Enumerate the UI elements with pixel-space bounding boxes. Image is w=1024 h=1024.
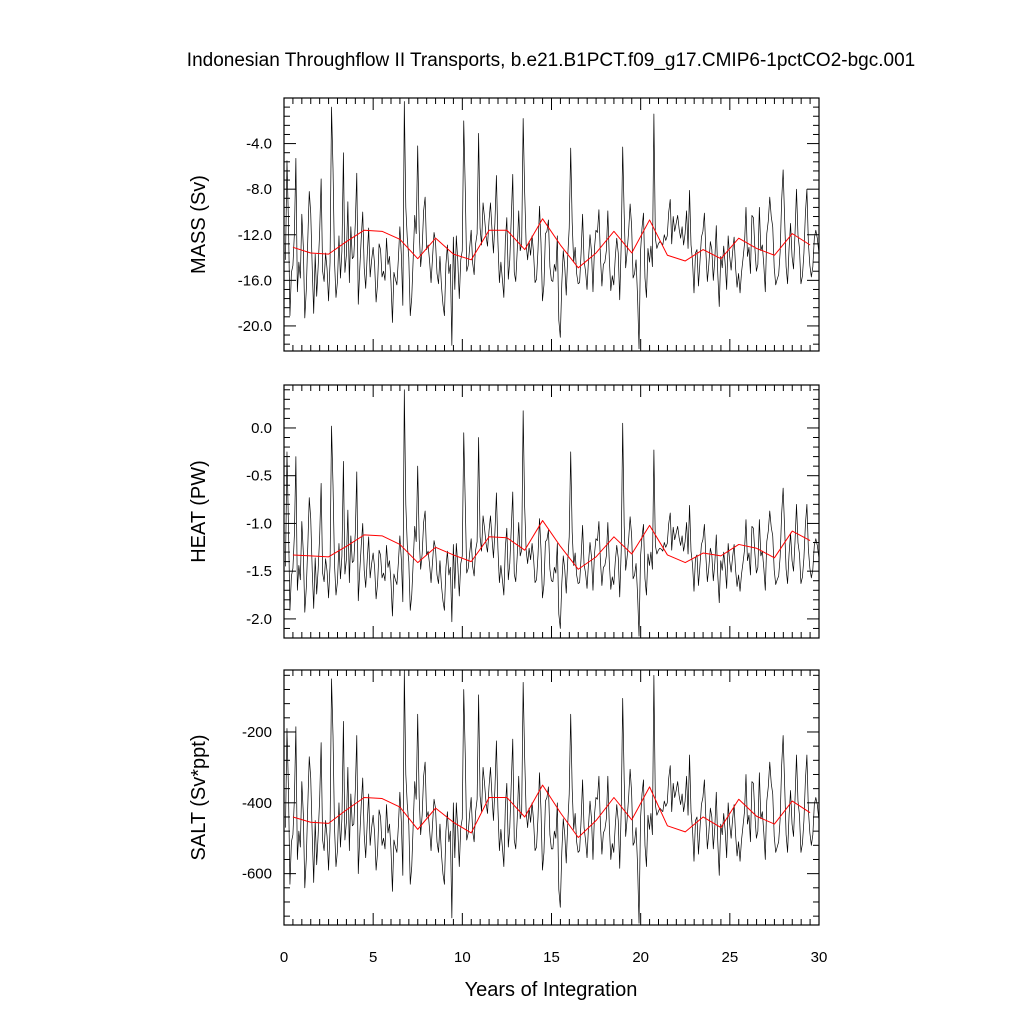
y-tick-label: 0.0 xyxy=(251,420,272,437)
y-tick-label: -2.0 xyxy=(246,611,272,628)
y-tick-label: -1.5 xyxy=(246,563,272,580)
y-tick-label: -12.0 xyxy=(238,227,272,244)
y-tick-label: -0.5 xyxy=(246,468,272,485)
y-axis-label: SALT (Sv*ppt) xyxy=(188,735,210,861)
y-tick-label: -400 xyxy=(242,795,272,812)
panel-1: -20.0 -16.0 -12.0 -8.0 -4.0 MASS (Sv) xyxy=(188,97,820,352)
series-line-annual-mean xyxy=(292,784,811,839)
x-axis-label: Years of Integration xyxy=(465,979,638,1001)
y-tick-label: -4.0 xyxy=(246,136,272,153)
y-tick-label: -8.0 xyxy=(246,181,272,198)
plot-frame xyxy=(283,384,820,639)
y-axis-label: HEAT (PW) xyxy=(188,460,210,563)
panel-2: -2.0 -1.5 -1.0 -0.5 0.0 HEAT (PW) xyxy=(188,384,820,639)
y-tick-label: -200 xyxy=(242,724,272,741)
series-line-monthly xyxy=(285,389,819,637)
panel-3: -600 -400 -200 SALT (Sv*ppt) 0 5 10 15 20 25 30 xyxy=(188,669,828,966)
x-tick-label: 5 xyxy=(369,949,377,966)
y-tick-label: -16.0 xyxy=(238,272,272,289)
x-tick-label: 25 xyxy=(721,949,738,966)
y-tick-label: -1.0 xyxy=(246,515,272,532)
y-tick-label: -20.0 xyxy=(238,318,272,335)
x-tick-label: 20 xyxy=(632,949,649,966)
series-line-monthly xyxy=(285,101,819,350)
y-tick-label: -600 xyxy=(242,866,272,883)
chart-title: Indonesian Throughflow II Transports, b.… xyxy=(187,50,915,71)
series-line-monthly xyxy=(285,670,819,924)
x-tick-label: 10 xyxy=(454,949,471,966)
x-tick-label: 15 xyxy=(543,949,560,966)
series-line-annual-mean xyxy=(292,218,811,269)
x-tick-label: 30 xyxy=(811,949,828,966)
x-tick-label: 0 xyxy=(280,949,288,966)
plot-frame xyxy=(283,669,820,926)
series-line-annual-mean xyxy=(292,520,811,570)
y-axis-label: MASS (Sv) xyxy=(188,175,210,274)
plot-frame xyxy=(283,97,820,352)
